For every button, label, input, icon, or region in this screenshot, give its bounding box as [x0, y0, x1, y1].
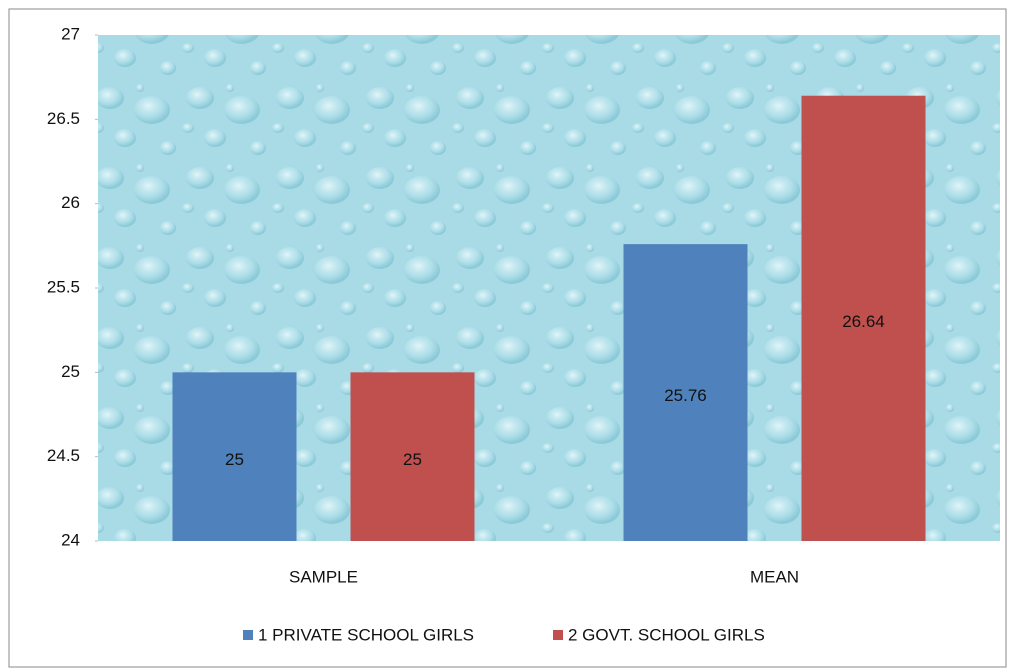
- y-tick-label: 24.5: [47, 446, 80, 465]
- bar: [172, 372, 297, 541]
- y-tick-label: 25.5: [47, 277, 80, 296]
- data-label: 25.76: [664, 386, 707, 405]
- legend-swatch: [243, 630, 253, 640]
- x-tick-label: MEAN: [750, 567, 799, 586]
- y-tick-label: 26: [61, 193, 80, 212]
- data-label: 26.64: [842, 312, 885, 331]
- y-tick-label: 27: [61, 24, 80, 43]
- legend-label: 1 PRIVATE SCHOOL GIRLS: [258, 625, 474, 644]
- bar: [350, 372, 475, 541]
- data-label: 25: [225, 450, 244, 469]
- bar: [623, 244, 748, 541]
- y-tick-label: 25: [61, 362, 80, 381]
- legend-swatch: [553, 630, 563, 640]
- data-label: 25: [403, 450, 422, 469]
- y-tick-label: 24: [61, 530, 80, 549]
- x-tick-label: SAMPLE: [289, 567, 358, 586]
- y-tick-label: 26.5: [47, 109, 80, 128]
- bar: [801, 95, 926, 541]
- legend-label: 2 GOVT. SCHOOL GIRLS: [568, 625, 765, 644]
